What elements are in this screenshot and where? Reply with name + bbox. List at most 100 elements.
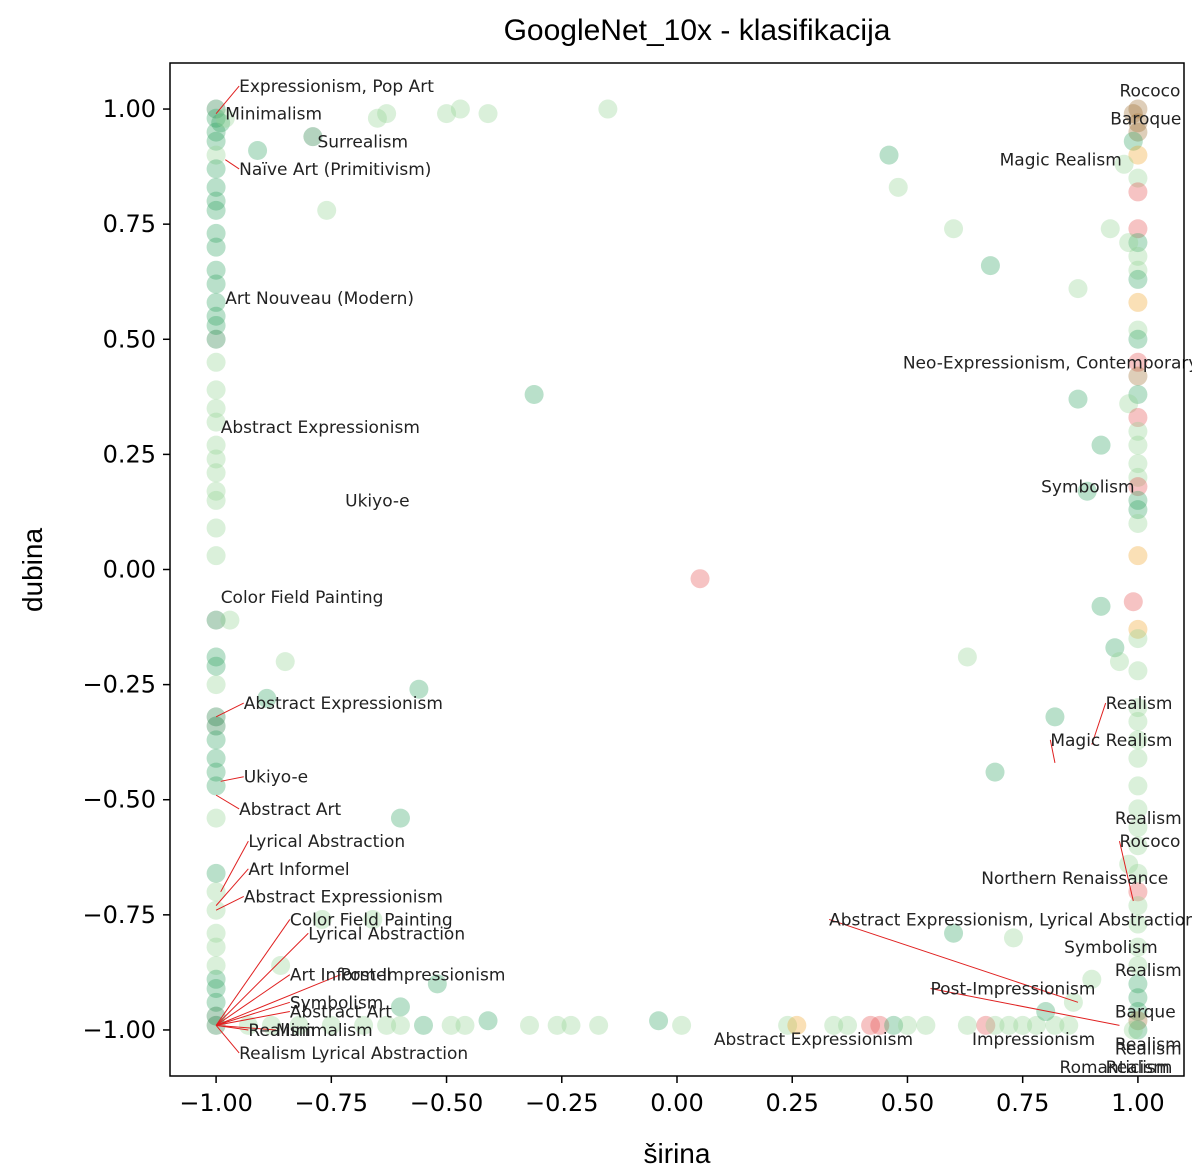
data-point: [1128, 817, 1148, 837]
annotation-label: Abstract Expressionism, Lyrical Abstract…: [829, 910, 1192, 930]
data-point: [1128, 145, 1148, 165]
annotation-leader-lines: [215, 85, 1134, 1054]
data-point: [1128, 219, 1148, 239]
data-point: [1128, 937, 1148, 957]
data-point: [303, 127, 323, 147]
data-point: [248, 140, 268, 160]
annotation-label: Abstract Expressionism: [244, 694, 443, 714]
data-point: [450, 99, 470, 119]
data-point: [1013, 1015, 1033, 1035]
annotation-label: Rococo: [1119, 82, 1180, 102]
data-point: [1027, 1015, 1047, 1035]
y-axis-label: dubina: [17, 528, 48, 613]
data-point: [1105, 638, 1125, 658]
data-point: [649, 1011, 669, 1031]
data-point: [206, 145, 226, 165]
data-point: [1128, 467, 1148, 487]
annotation-leader-line: [215, 702, 244, 718]
data-point: [1128, 435, 1148, 455]
data-point: [1128, 711, 1148, 731]
data-point: [206, 449, 226, 469]
x-tick-label: −1.00: [179, 1089, 253, 1117]
data-point: [206, 412, 226, 432]
axis-ticks: −1.00 −0.75 −0.50 −0.25 0.00 0.25 0.50 0.75 1.00…: [82, 95, 1164, 1117]
annotation-label: Abstract Expressionism: [244, 887, 443, 907]
annotation-label: Art Nouveau (Modern): [225, 289, 414, 309]
annotation-leader-line: [1091, 702, 1107, 745]
data-point: [206, 191, 226, 211]
data-point: [672, 1015, 692, 1035]
data-point: [206, 260, 226, 280]
annotation-leader-line: [215, 85, 240, 114]
data-point: [206, 306, 226, 326]
data-point: [206, 610, 226, 630]
data-point: [206, 955, 226, 975]
data-point: [1082, 969, 1102, 989]
data-point: [206, 131, 226, 151]
data-point: [206, 380, 226, 400]
data-point: [206, 352, 226, 372]
annotation-label: Lyrical Abstraction: [308, 924, 465, 944]
data-point: [980, 256, 1000, 276]
data-point: [206, 882, 226, 902]
data-point: [976, 1015, 996, 1035]
data-point: [206, 675, 226, 695]
data-point: [377, 1015, 397, 1035]
annotation-label: Abstract Art: [239, 800, 341, 820]
annotation-leader-line: [215, 868, 249, 906]
data-point: [275, 652, 295, 672]
data-point: [206, 969, 226, 989]
data-point: [1128, 698, 1148, 718]
data-point: [1128, 955, 1148, 975]
annotation-leader-line: [215, 1001, 290, 1026]
annotation-leader-line: [930, 988, 1120, 1026]
data-point: [1045, 1015, 1065, 1035]
data-point: [861, 1015, 881, 1035]
annotation-label: Magic Realism: [1050, 731, 1172, 751]
annotation-label: Art Informel: [248, 860, 349, 880]
annotation-label: Expressionism, Pop Art: [239, 77, 434, 97]
data-point: [206, 274, 226, 294]
x-tick-label: 0.25: [766, 1089, 819, 1117]
data-point: [1128, 988, 1148, 1008]
annotation-leader-line: [215, 974, 341, 1026]
data-point: [547, 1015, 567, 1035]
annotation-leader-line: [215, 974, 291, 1026]
annotation-leader-line: [216, 1024, 277, 1031]
data-point: [1128, 513, 1148, 533]
annotation-label: Lyrical Abstraction: [248, 832, 405, 852]
data-point: [916, 1015, 936, 1035]
data-point: [206, 223, 226, 243]
data-point: [1119, 394, 1139, 414]
data-point: [888, 177, 908, 197]
data-point: [1128, 836, 1148, 856]
annotation-label: Realism: [1106, 1058, 1173, 1078]
data-point: [1128, 730, 1148, 750]
annotation-label: Realism Lyrical Abstraction: [239, 1044, 468, 1064]
y-tick-label: 1.00: [103, 95, 156, 123]
annotation-label: Realism: [1115, 809, 1182, 829]
annotation-leader-line: [215, 794, 240, 810]
y-tick-label: −0.25: [82, 671, 156, 699]
data-point: [1128, 1002, 1148, 1022]
annotation-label: Northern Renaissance: [981, 869, 1168, 889]
annotation-leader-line: [828, 918, 1079, 1003]
annotation-label: Symbolism: [290, 993, 383, 1013]
data-point: [206, 398, 226, 418]
data-point: [441, 1015, 461, 1035]
data-point: [524, 385, 544, 405]
data-point: [985, 1015, 1005, 1035]
data-point: [377, 104, 397, 124]
plot-frame: [169, 62, 1185, 1077]
data-point: [206, 808, 226, 828]
annotation-label: Abstract Expressionism: [221, 418, 420, 438]
annotation-leader-line: [215, 932, 309, 1026]
data-point: [1128, 122, 1148, 142]
annotation-label: Baroque: [1110, 109, 1181, 129]
data-point: [206, 979, 226, 999]
data-point: [206, 99, 226, 119]
data-point: [1100, 219, 1120, 239]
data-point: [1128, 1020, 1148, 1040]
data-point: [1059, 1015, 1079, 1035]
x-tick-label: 0.50: [881, 1089, 934, 1117]
